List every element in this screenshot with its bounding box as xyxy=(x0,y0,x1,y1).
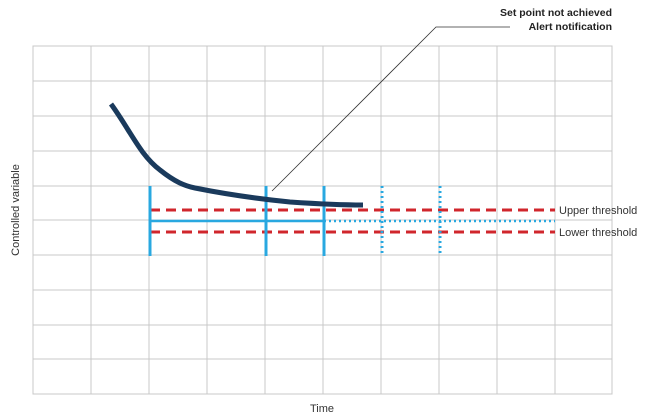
callout-line-2: Alert notification xyxy=(529,21,612,33)
callout-leader-line xyxy=(271,26,510,192)
x-axis-label: Time xyxy=(310,403,334,415)
y-axis-label: Controlled variable xyxy=(10,164,22,256)
controlled-variable-curve xyxy=(108,102,364,208)
upper-threshold-label: Upper threshold xyxy=(559,205,637,217)
lower-threshold-label: Lower threshold xyxy=(559,227,637,239)
callout-line-1: Set point not achieved xyxy=(500,7,612,19)
